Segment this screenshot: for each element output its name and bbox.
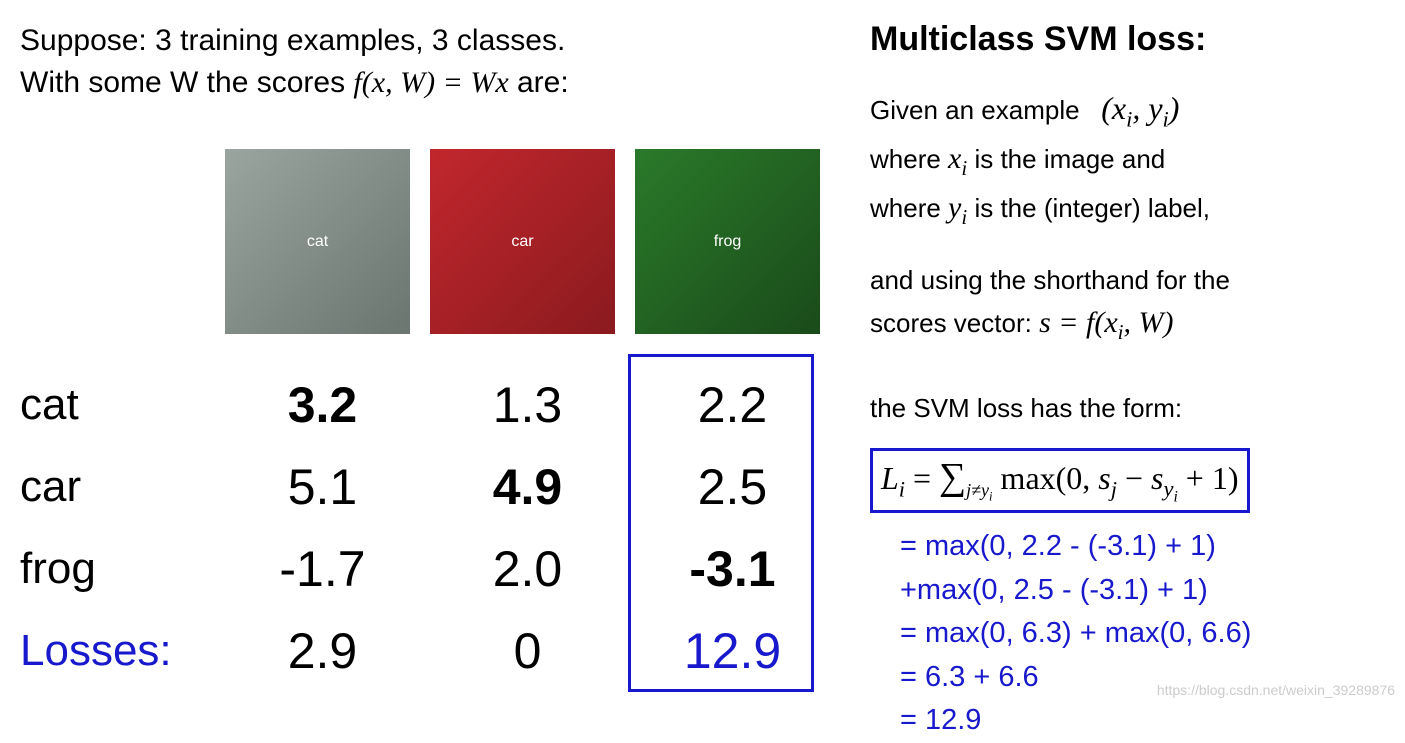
scores-table: cat 3.2 1.3 2.2 car 5.1 4.9 2.5 frog -1.… (20, 364, 850, 692)
suppose-text: Suppose: 3 training examples, 3 classes.… (20, 20, 850, 104)
given-formula: (xi, yi) (1101, 90, 1179, 126)
loss-0: 2.9 (220, 622, 425, 680)
loss-2: 12.9 (630, 622, 835, 680)
where-x-var: xi (948, 142, 967, 175)
formula-box: Li = ∑j≠yi max(0, sj − syi + 1) (870, 448, 1250, 514)
calc-lines: = max(0, 2.2 - (-3.1) + 1) +max(0, 2.5 -… (900, 525, 1390, 743)
label-car: car (20, 462, 220, 512)
right-panel: Multiclass SVM loss: Given an example (x… (870, 20, 1390, 743)
suppose-line2-pre: With some W the scores (20, 66, 353, 99)
where-y-var: yi (948, 191, 967, 224)
left-panel: Suppose: 3 training examples, 3 classes.… (20, 20, 850, 692)
where-y-post: is the (integer) label, (974, 193, 1210, 223)
suppose-formula: f(x, W) = Wx (353, 66, 508, 99)
cell-0-1: 1.3 (425, 376, 630, 434)
images-row: cat car frog (225, 149, 850, 334)
shorthand-block: and using the shorthand for the scores v… (870, 261, 1390, 349)
cell-1-2: 2.5 (630, 458, 835, 516)
watermark: https://blog.csdn.net/weixin_39289876 (1157, 682, 1395, 698)
row-car: car 5.1 4.9 2.5 (20, 446, 850, 528)
where-x-post: is the image and (974, 144, 1165, 174)
image-frog: frog (635, 149, 820, 334)
form-intro: the SVM loss has the form: (870, 389, 1390, 428)
shorthand-formula: s = f(xi, W) (1039, 306, 1173, 339)
cell-1-0: 5.1 (220, 458, 425, 516)
image-cat: cat (225, 149, 410, 334)
cell-0-0: 3.2 (220, 376, 425, 434)
cell-1-1: 4.9 (425, 458, 630, 516)
loss-1: 0 (425, 622, 630, 680)
suppose-line1: Suppose: 3 training examples, 3 classes. (20, 24, 565, 57)
row-losses: Losses: 2.9 0 12.9 (20, 610, 850, 692)
label-frog: frog (20, 544, 220, 594)
calc-line-2: = max(0, 6.3) + max(0, 6.6) (900, 612, 1390, 656)
suppose-line2-post: are: (517, 66, 569, 99)
calc-line-1: +max(0, 2.5 - (-3.1) + 1) (900, 569, 1390, 613)
where-x-pre: where (870, 144, 948, 174)
image-car: car (430, 149, 615, 334)
formula-main: Li = ∑j≠yi max(0, sj − syi + 1) (881, 460, 1239, 496)
given-text: Given an example (870, 95, 1080, 125)
row-cat: cat 3.2 1.3 2.2 (20, 364, 850, 446)
row-frog: frog -1.7 2.0 -3.1 (20, 528, 850, 610)
given-block: Given an example (xi, yi) where xi is th… (870, 84, 1390, 233)
cell-0-2: 2.2 (630, 376, 835, 434)
cell-2-1: 2.0 (425, 540, 630, 598)
shorthand-line1: and using the shorthand for the (870, 265, 1230, 295)
label-losses: Losses: (20, 626, 220, 676)
label-cat: cat (20, 380, 220, 430)
cell-2-0: -1.7 (220, 540, 425, 598)
shorthand-line2-pre: scores vector: (870, 308, 1039, 338)
calc-line-4: = 12.9 (900, 699, 1390, 743)
right-title: Multiclass SVM loss: (870, 20, 1390, 59)
cell-2-2: -3.1 (630, 540, 835, 598)
calc-line-0: = max(0, 2.2 - (-3.1) + 1) (900, 525, 1390, 569)
where-y-pre: where (870, 193, 948, 223)
